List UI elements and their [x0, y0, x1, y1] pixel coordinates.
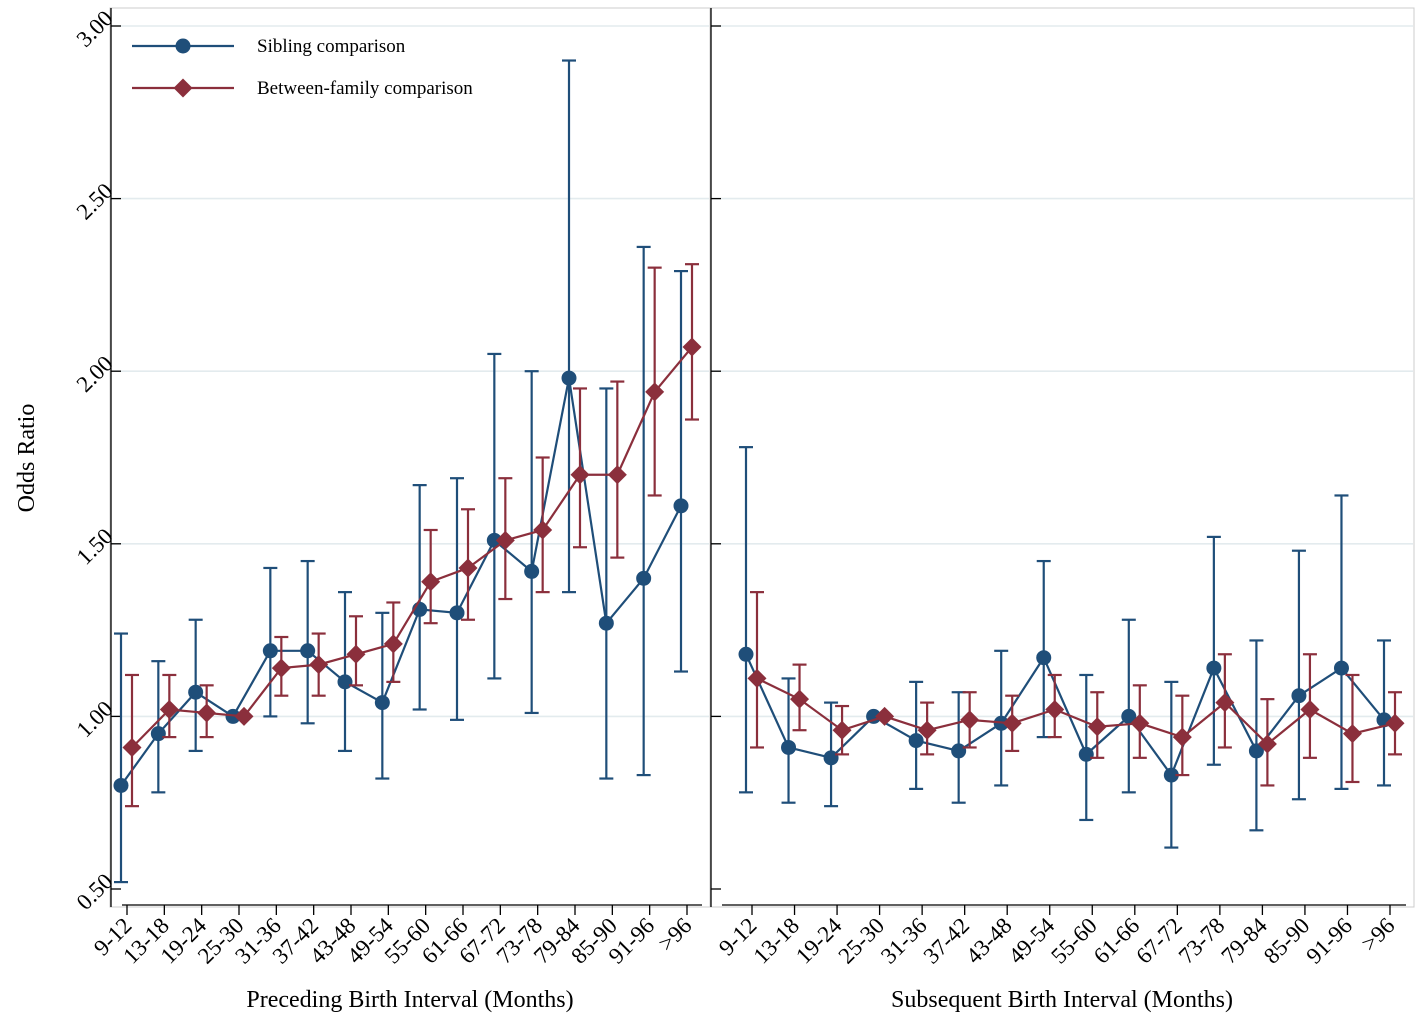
data-point [832, 720, 852, 740]
data-point [823, 750, 839, 766]
data-point [747, 668, 767, 688]
data-point [495, 530, 515, 550]
data-point [309, 655, 329, 675]
series-between-family [747, 591, 1405, 787]
data-point [421, 572, 441, 592]
data-point [449, 605, 465, 621]
data-point [524, 563, 540, 579]
data-point [271, 658, 291, 678]
data-point [1121, 708, 1137, 724]
data-point [1248, 743, 1264, 759]
data-point [159, 699, 179, 719]
x-axis-title: Subsequent Birth Interval (Months) [891, 987, 1233, 1013]
data-point [1206, 660, 1222, 676]
legend: Sibling comparison Between-family compari… [132, 36, 473, 99]
series-line [744, 653, 1385, 778]
data-point [682, 337, 702, 357]
series-line [131, 346, 693, 749]
data-point [1342, 724, 1362, 744]
data-point [122, 737, 142, 757]
y-axis-title: Odds Ratio [14, 404, 40, 513]
data-point [113, 777, 129, 793]
data-point [1087, 717, 1107, 737]
series-sibling [113, 59, 689, 884]
data-point [1163, 767, 1179, 783]
legend-marker [175, 38, 191, 54]
data-point [1300, 699, 1320, 719]
data-point [960, 710, 980, 730]
legend-marker [173, 78, 193, 98]
data-point [337, 674, 353, 690]
data-point [917, 720, 937, 740]
data-point [1130, 713, 1150, 733]
series-line [756, 677, 1396, 746]
data-point [1385, 713, 1405, 733]
data-point [188, 684, 204, 700]
data-point [262, 643, 278, 659]
data-point [1215, 693, 1235, 713]
data-point [1078, 746, 1094, 762]
data-point [150, 726, 166, 742]
data-point [1045, 699, 1065, 719]
legend-label: Between-family comparison [257, 78, 473, 99]
data-point [533, 520, 553, 540]
data-point [570, 465, 590, 485]
data-point [738, 646, 754, 662]
data-point [607, 465, 627, 485]
data-point [374, 695, 390, 711]
data-point [1036, 650, 1052, 666]
data-point [486, 532, 502, 548]
data-point [1002, 713, 1022, 733]
series-sibling [738, 446, 1392, 849]
data-point [790, 689, 810, 709]
data-point [598, 615, 614, 631]
data-point [383, 634, 403, 654]
data-point [951, 743, 967, 759]
data-point [561, 370, 577, 386]
data-point [300, 643, 316, 659]
data-point [781, 739, 797, 755]
series-between-family [122, 263, 702, 808]
legend-label: Sibling comparison [257, 36, 406, 57]
data-point [234, 706, 254, 726]
x-axis-title: Preceding Birth Interval (Months) [246, 987, 573, 1013]
data-point [458, 558, 478, 578]
data-point [875, 706, 895, 726]
data-point [1333, 660, 1349, 676]
data-point [1172, 727, 1192, 747]
series-line [120, 377, 682, 787]
panel-frame [709, 7, 1415, 908]
data-point [636, 570, 652, 586]
data-point [197, 703, 217, 723]
data-point [1291, 688, 1307, 704]
data-point [346, 644, 366, 664]
data-point [673, 498, 689, 514]
data-point [645, 382, 665, 402]
data-point [908, 733, 924, 749]
data-point [1257, 734, 1277, 754]
